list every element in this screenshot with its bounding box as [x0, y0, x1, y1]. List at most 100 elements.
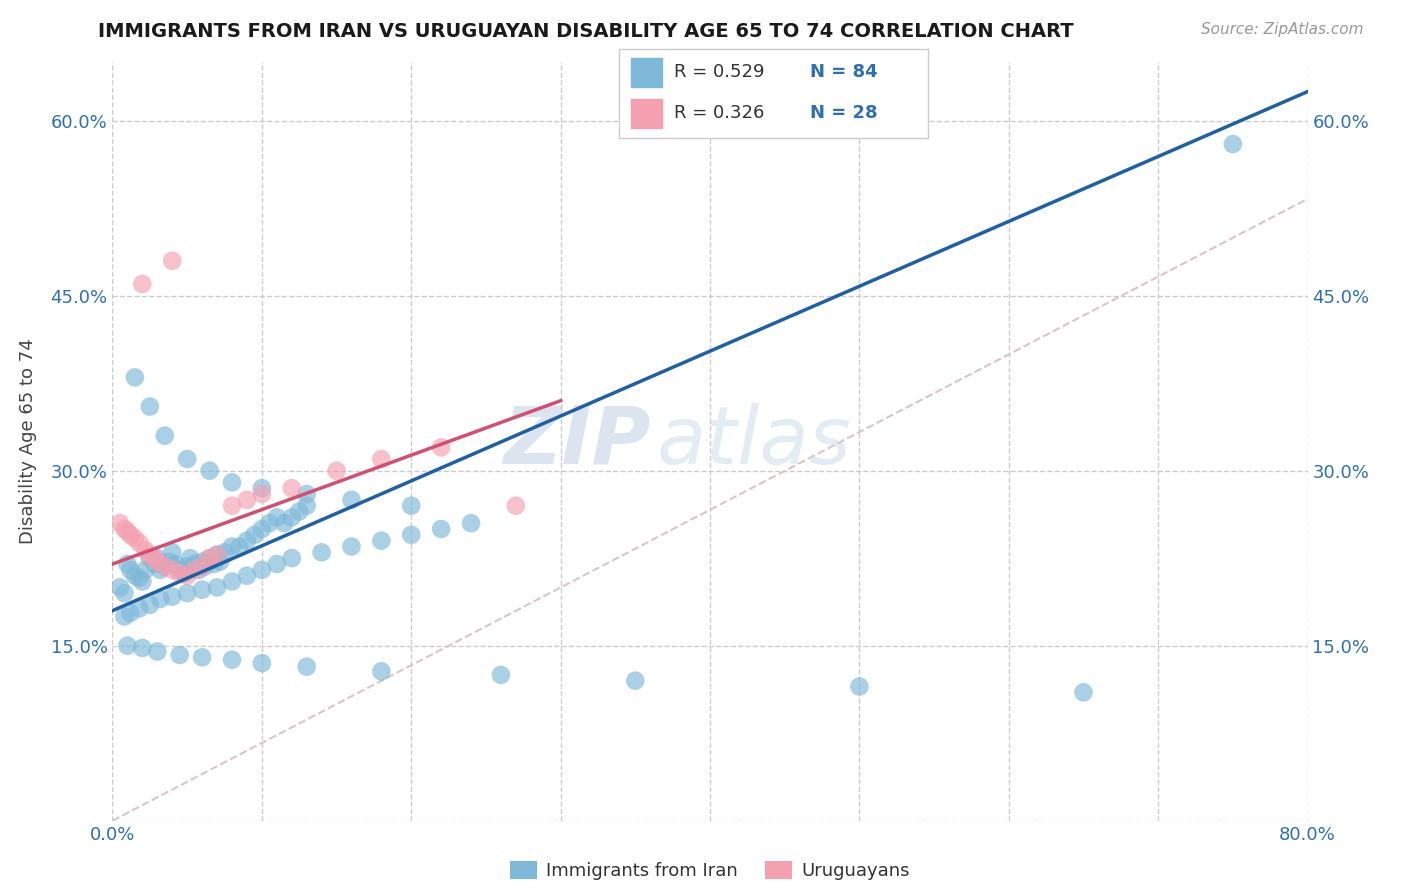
Point	[250, 481, 273, 495]
Point	[205, 580, 228, 594]
Point	[401, 528, 423, 542]
Point	[131, 574, 153, 589]
Point	[146, 644, 169, 658]
Point	[460, 516, 482, 531]
Point	[370, 533, 392, 548]
Point	[120, 528, 142, 542]
Point	[176, 586, 198, 600]
Point	[117, 639, 139, 653]
Point	[120, 563, 142, 577]
Point	[340, 492, 363, 507]
Point	[179, 551, 201, 566]
Point	[273, 516, 295, 531]
Point	[124, 532, 146, 546]
Point	[157, 555, 180, 569]
Point	[430, 441, 453, 455]
Point	[162, 253, 183, 268]
Point	[139, 598, 162, 612]
Point	[266, 557, 288, 571]
Point	[311, 545, 333, 559]
Point	[370, 665, 392, 679]
Point	[325, 464, 347, 478]
Point	[162, 563, 183, 577]
Point	[139, 548, 162, 562]
Point	[114, 609, 135, 624]
Point	[209, 555, 232, 569]
Point	[295, 487, 318, 501]
Point	[134, 543, 156, 558]
Point	[198, 464, 221, 478]
Text: IMMIGRANTS FROM IRAN VS URUGUAYAN DISABILITY AGE 65 TO 74 CORRELATION CHART: IMMIGRANTS FROM IRAN VS URUGUAYAN DISABI…	[98, 22, 1074, 41]
Text: N = 84: N = 84	[810, 63, 877, 81]
Point	[191, 555, 214, 569]
Point	[281, 510, 304, 524]
Legend: Immigrants from Iran, Uruguayans: Immigrants from Iran, Uruguayans	[503, 854, 917, 888]
Point	[165, 557, 187, 571]
Point	[162, 545, 183, 559]
Point	[624, 673, 647, 688]
Point	[149, 592, 172, 607]
Point	[146, 551, 169, 566]
Point	[169, 648, 191, 662]
Point	[191, 650, 214, 665]
Point	[266, 510, 288, 524]
Point	[198, 551, 221, 566]
Point	[117, 557, 139, 571]
Point	[250, 487, 273, 501]
Point	[131, 640, 153, 655]
Text: ZIP: ZIP	[503, 402, 651, 481]
Point	[153, 559, 176, 574]
Point	[250, 656, 273, 670]
Point	[281, 481, 304, 495]
Point	[120, 606, 142, 620]
Text: R = 0.529: R = 0.529	[675, 63, 765, 81]
Point	[401, 499, 423, 513]
Point	[128, 536, 150, 550]
Point	[183, 563, 205, 577]
Point	[114, 522, 135, 536]
Point	[221, 475, 243, 490]
Point	[146, 555, 169, 569]
Point	[221, 574, 243, 589]
Point	[134, 563, 156, 577]
Point	[370, 452, 392, 467]
Point	[176, 452, 198, 467]
Point	[114, 586, 135, 600]
Point	[173, 566, 195, 581]
Point	[128, 601, 150, 615]
Point	[281, 551, 304, 566]
Point	[143, 551, 166, 566]
Point	[340, 540, 363, 554]
Text: Source: ZipAtlas.com: Source: ZipAtlas.com	[1201, 22, 1364, 37]
Point	[169, 563, 191, 577]
Point	[153, 428, 176, 442]
Point	[430, 522, 453, 536]
Point	[1222, 137, 1244, 152]
Point	[124, 370, 146, 384]
Bar	[631, 58, 662, 87]
Point	[214, 545, 236, 559]
Point	[295, 659, 318, 673]
Point	[1073, 685, 1095, 699]
Point	[194, 559, 217, 574]
Text: R = 0.326: R = 0.326	[675, 104, 765, 122]
Point	[228, 540, 250, 554]
Point	[191, 559, 214, 574]
Point	[221, 540, 243, 554]
Point	[259, 516, 281, 531]
Point	[848, 680, 870, 694]
Point	[221, 653, 243, 667]
Point	[243, 528, 266, 542]
Point	[188, 563, 211, 577]
Point	[124, 568, 146, 582]
Point	[139, 400, 162, 414]
Point	[117, 524, 139, 539]
Y-axis label: Disability Age 65 to 74: Disability Age 65 to 74	[18, 339, 37, 544]
Bar	[631, 99, 662, 128]
Point	[191, 582, 214, 597]
Point	[236, 533, 259, 548]
Text: atlas: atlas	[657, 402, 851, 481]
Point	[221, 499, 243, 513]
Point	[149, 563, 172, 577]
Point	[205, 548, 228, 562]
